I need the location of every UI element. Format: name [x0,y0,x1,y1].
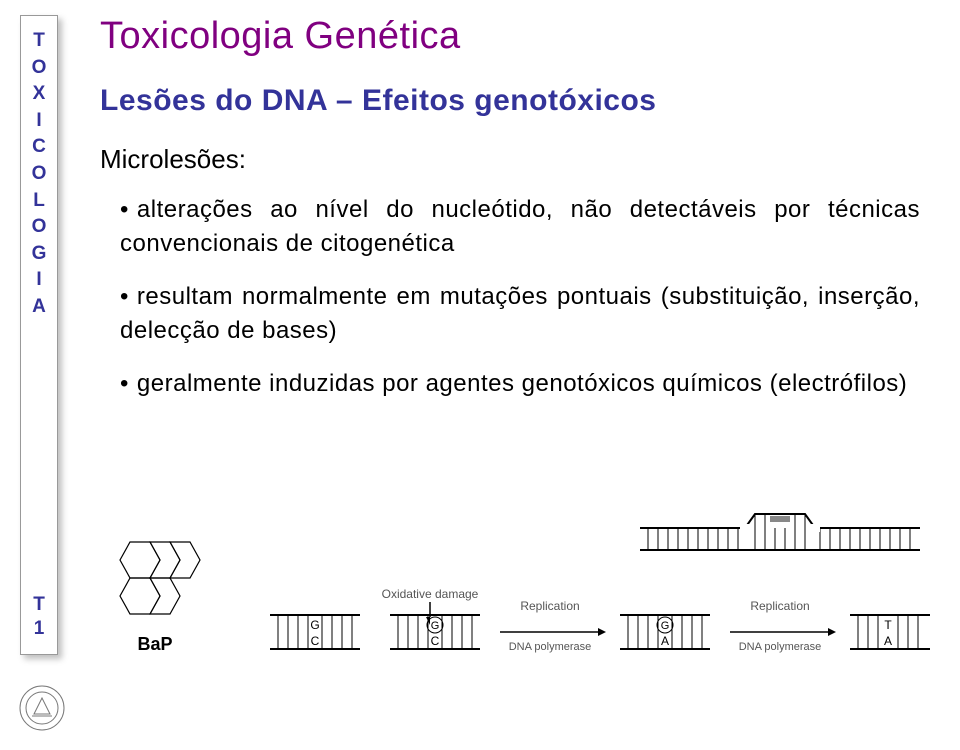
sidebar-panel: T O X I C O L O G I A T 1 [20,15,58,655]
bullet-item: geralmente induzidas por agentes genotóx… [120,367,920,401]
dna-block-2: G C [390,615,480,649]
content-area: Toxicologia Genética Lesões do DNA – Efe… [100,15,920,421]
base-letter: C [431,634,440,648]
dna-diagram: BaP G C Oxidative damage [80,490,940,740]
dna-block-3: G A [620,615,710,649]
sidebar-letter: A [32,294,46,321]
sidebar-letter: T [33,593,45,618]
sidebar-letter: O [32,55,47,82]
sidebar-letter: X [33,81,46,108]
sidebar-letter: I [36,108,41,135]
page-subtitle: Lesões do DNA – Efeitos genotóxicos [100,84,920,118]
bullet-item: resultam normalmente em mutações pontuai… [120,280,920,347]
replication-label: Replication [520,599,579,613]
sidebar-top-letters: T O X I C O L O G I A [32,28,47,321]
page-title: Toxicologia Genética [100,15,920,58]
base-letter: C [311,634,320,648]
polymerase-label: DNA polymerase [739,641,822,653]
sidebar-letter: I [36,267,41,294]
diagram-area: BaP G C Oxidative damage [80,490,940,730]
base-letter: T [884,618,892,632]
dna-block-4: T A [850,615,930,649]
base-letter: G [431,620,440,632]
bap-label: BaP [137,634,172,654]
dna-bulge-icon [640,514,920,550]
sidebar-letter: L [33,188,45,215]
dna-block-1: G C [270,615,360,649]
oxidative-damage-label: Oxidative damage [382,587,479,601]
replication-arrow-2: Replication DNA polymerase [730,599,836,653]
sidebar-letter: O [32,161,47,188]
base-letter: G [310,618,319,632]
replication-label: Replication [750,599,809,613]
sidebar-letter: C [32,134,46,161]
sidebar-letter: G [32,241,47,268]
sidebar-letter: T [33,28,45,55]
bap-molecule-icon [120,542,200,614]
section-heading: Microlesões: [100,144,920,175]
bullet-item: alterações ao nível do nucleótido, não d… [120,193,920,260]
base-letter: A [884,634,892,648]
sidebar-letter: O [32,214,47,241]
sidebar-bottom-letters: T 1 [33,593,45,642]
polymerase-label: DNA polymerase [509,641,592,653]
base-letter: A [661,634,669,648]
replication-arrow-1: Replication DNA polymerase [500,599,606,653]
sidebar-letter: 1 [34,617,45,642]
base-letter: G [661,620,670,632]
university-seal-icon [18,684,66,737]
